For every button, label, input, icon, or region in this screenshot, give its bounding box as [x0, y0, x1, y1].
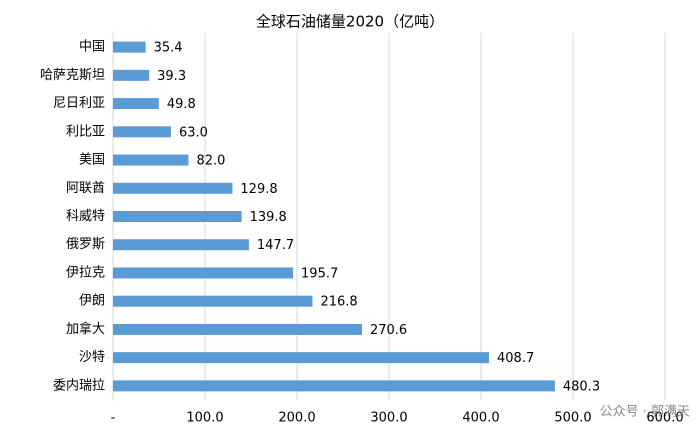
x-tick-label: -	[111, 411, 116, 426]
y-tick-label: 阿联酋	[66, 180, 105, 196]
y-tick-label: 俄罗斯	[66, 237, 105, 252]
value-label: 63.0	[179, 125, 208, 140]
bar	[113, 154, 189, 166]
value-label: 147.7	[257, 238, 294, 253]
chart-title: 全球石油储量2020（亿吨）	[256, 13, 444, 31]
x-tick-label: 500.0	[554, 411, 591, 426]
bar	[113, 323, 362, 335]
bar	[113, 352, 490, 364]
bar	[113, 69, 150, 81]
y-tick-label: 伊拉克	[66, 265, 105, 280]
x-tick-label: 200.0	[278, 411, 315, 426]
y-tick-label: 中国	[79, 40, 105, 55]
y-tick-label: 沙特	[79, 350, 105, 365]
x-tick-label: 100.0	[186, 411, 223, 426]
value-label: 39.3	[157, 69, 186, 84]
y-tick-label: 尼日利亚	[53, 96, 105, 111]
value-label: 408.7	[497, 351, 534, 366]
y-tick-label: 加拿大	[66, 321, 105, 337]
bar	[113, 182, 233, 194]
value-label: 49.8	[167, 97, 196, 112]
y-tick-label: 科威特	[66, 209, 105, 224]
bar	[113, 295, 313, 307]
bar	[113, 41, 146, 53]
x-tick-label: 600.0	[646, 411, 683, 426]
value-label: 195.7	[301, 266, 338, 281]
x-tick-label: 400.0	[462, 411, 499, 426]
value-label: 35.4	[154, 41, 183, 56]
bar	[113, 98, 159, 110]
watermark: 公众号 · 郭满天	[600, 404, 690, 420]
x-tick-label: 300.0	[370, 411, 407, 426]
y-tick-label: 委内瑞拉	[53, 377, 105, 393]
value-label: 270.6	[370, 323, 407, 338]
bar	[113, 380, 555, 392]
value-label: 480.3	[563, 379, 600, 394]
y-tick-label: 利比亚	[66, 124, 105, 139]
y-tick-label: 美国	[79, 153, 105, 168]
bar	[113, 126, 171, 138]
bar	[113, 211, 242, 222]
bar	[113, 239, 249, 251]
bar	[113, 267, 294, 279]
y-tick-label: 哈萨克斯坦	[40, 68, 105, 83]
y-tick-label: 伊朗	[79, 294, 105, 309]
value-label: 139.8	[250, 210, 287, 225]
value-label: 216.8	[320, 295, 357, 310]
value-label: 129.8	[240, 182, 277, 197]
value-label: 82.0	[196, 154, 225, 169]
